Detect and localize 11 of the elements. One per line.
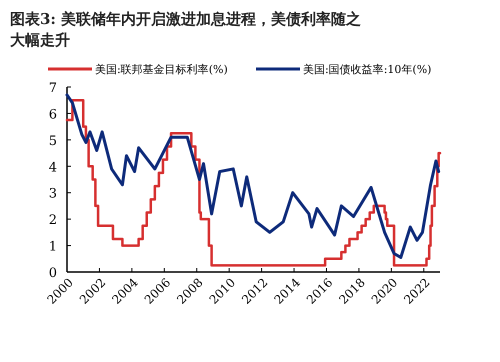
y-tick-label: 7 — [48, 81, 57, 96]
legend-label: 美国:国债收益率:10年(%) — [303, 63, 432, 76]
chart-title: 图表3: 美联储年内开启激进加息进程，美债利率随之大幅走升 — [10, 10, 362, 49]
y-tick-label: 6 — [48, 107, 57, 122]
y-tick-label: 3 — [48, 186, 57, 202]
y-tick-label: 5 — [48, 134, 57, 149]
y-tick-label: 0 — [48, 266, 57, 281]
y-tick-label: 1 — [48, 240, 57, 255]
y-tick-label: 4 — [48, 160, 57, 176]
legend-label: 美国:联邦基金目标利率(%) — [95, 63, 228, 76]
y-tick-label: 2 — [48, 213, 57, 228]
